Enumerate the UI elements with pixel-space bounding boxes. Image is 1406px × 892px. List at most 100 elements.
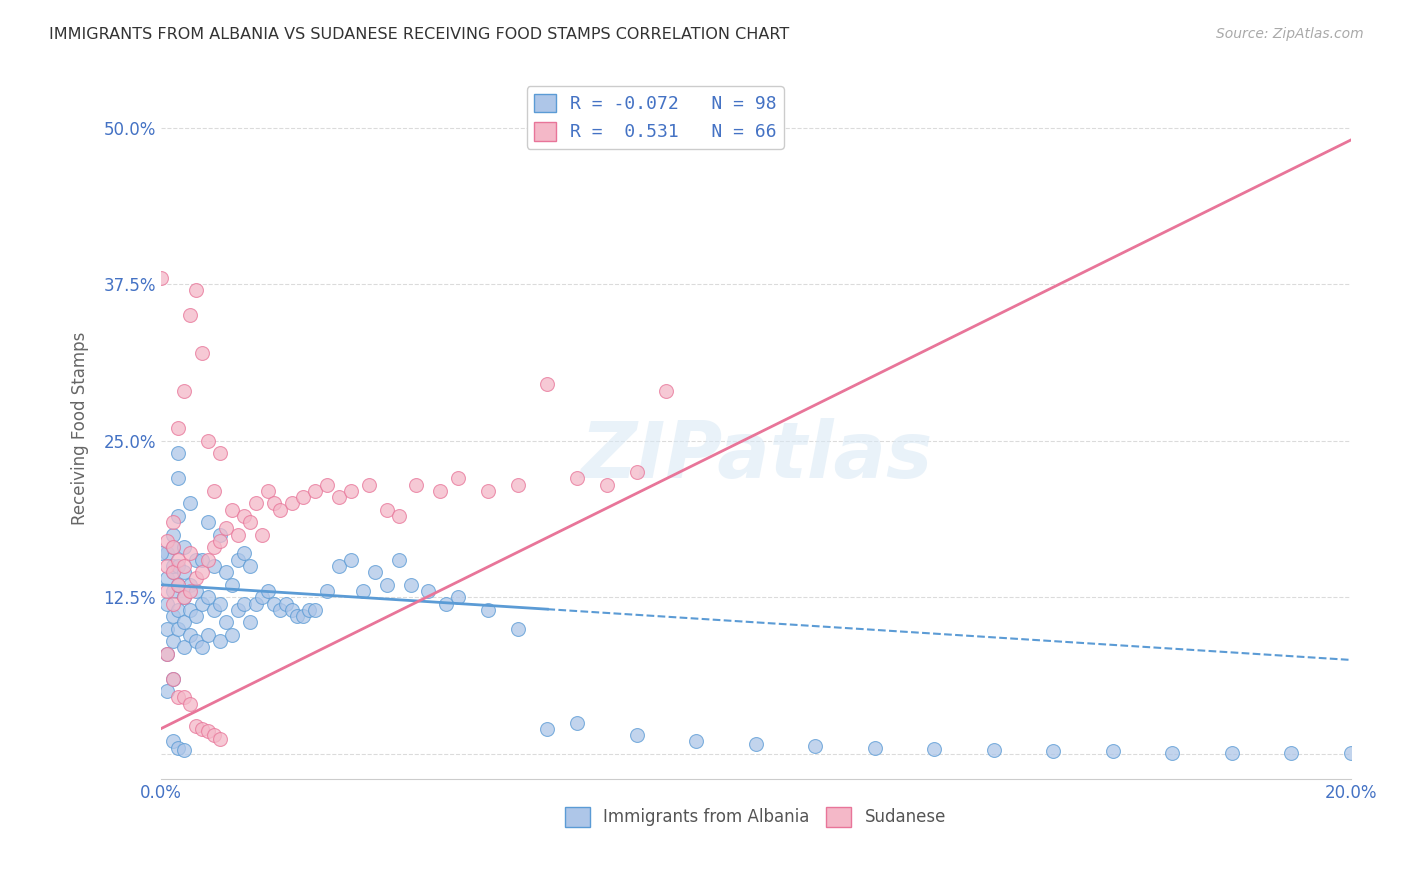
- Text: Source: ZipAtlas.com: Source: ZipAtlas.com: [1216, 27, 1364, 41]
- Point: [167, 421, 190, 435]
- Point: [162, 527, 184, 541]
- Point: [239, 515, 262, 529]
- Point: [186, 719, 208, 733]
- Point: [626, 728, 648, 742]
- Point: [280, 603, 302, 617]
- Point: [179, 603, 201, 617]
- Point: [477, 603, 499, 617]
- Point: [245, 496, 267, 510]
- Text: ZIPatlas: ZIPatlas: [579, 418, 932, 494]
- Point: [232, 597, 254, 611]
- Point: [197, 515, 219, 529]
- Point: [340, 483, 363, 498]
- Point: [167, 446, 190, 460]
- Point: [1042, 744, 1064, 758]
- Point: [388, 552, 411, 566]
- Point: [626, 465, 648, 479]
- Point: [1101, 744, 1123, 758]
- Point: [202, 558, 225, 573]
- Point: [155, 647, 177, 661]
- Point: [226, 527, 249, 541]
- Point: [149, 271, 172, 285]
- Point: [429, 483, 451, 498]
- Point: [256, 483, 278, 498]
- Point: [155, 622, 177, 636]
- Point: [202, 728, 225, 742]
- Point: [287, 609, 309, 624]
- Point: [191, 640, 214, 655]
- Point: [565, 715, 588, 730]
- Point: [186, 584, 208, 599]
- Point: [186, 552, 208, 566]
- Point: [186, 572, 208, 586]
- Point: [167, 578, 190, 592]
- Point: [477, 483, 499, 498]
- Point: [1279, 746, 1302, 760]
- Point: [186, 284, 208, 298]
- Point: [1161, 746, 1184, 760]
- Point: [263, 597, 285, 611]
- Point: [179, 309, 201, 323]
- Point: [215, 615, 238, 630]
- Y-axis label: Receiving Food Stamps: Receiving Food Stamps: [72, 332, 89, 524]
- Point: [292, 490, 315, 504]
- Point: [173, 566, 195, 580]
- Point: [202, 603, 225, 617]
- Point: [226, 603, 249, 617]
- Point: [173, 690, 195, 705]
- Point: [173, 640, 195, 655]
- Point: [226, 552, 249, 566]
- Point: [744, 737, 766, 751]
- Point: [352, 584, 374, 599]
- Point: [239, 558, 262, 573]
- Point: [922, 742, 945, 756]
- Point: [179, 496, 201, 510]
- Point: [155, 572, 177, 586]
- Point: [209, 533, 232, 548]
- Point: [162, 609, 184, 624]
- Point: [167, 558, 190, 573]
- Point: [167, 578, 190, 592]
- Point: [173, 743, 195, 757]
- Point: [162, 734, 184, 748]
- Point: [304, 483, 326, 498]
- Point: [209, 731, 232, 746]
- Point: [304, 603, 326, 617]
- Point: [155, 597, 177, 611]
- Point: [596, 477, 619, 491]
- Point: [179, 546, 201, 560]
- Point: [162, 634, 184, 648]
- Point: [1220, 746, 1243, 760]
- Point: [1340, 746, 1362, 760]
- Point: [274, 597, 297, 611]
- Point: [655, 384, 678, 398]
- Point: [209, 527, 232, 541]
- Point: [173, 384, 195, 398]
- Point: [434, 597, 457, 611]
- Point: [418, 584, 440, 599]
- Text: IMMIGRANTS FROM ALBANIA VS SUDANESE RECEIVING FOOD STAMPS CORRELATION CHART: IMMIGRANTS FROM ALBANIA VS SUDANESE RECE…: [49, 27, 789, 42]
- Point: [263, 496, 285, 510]
- Point: [316, 584, 339, 599]
- Point: [202, 540, 225, 554]
- Point: [256, 584, 278, 599]
- Point: [167, 690, 190, 705]
- Point: [269, 502, 291, 516]
- Point: [292, 609, 315, 624]
- Point: [173, 558, 195, 573]
- Point: [316, 477, 339, 491]
- Point: [162, 584, 184, 599]
- Point: [209, 597, 232, 611]
- Point: [191, 552, 214, 566]
- Point: [298, 603, 321, 617]
- Point: [173, 615, 195, 630]
- Point: [191, 566, 214, 580]
- Point: [209, 634, 232, 648]
- Point: [197, 724, 219, 739]
- Point: [191, 346, 214, 360]
- Point: [405, 477, 427, 491]
- Point: [191, 722, 214, 736]
- Point: [173, 591, 195, 605]
- Point: [155, 546, 177, 560]
- Point: [155, 558, 177, 573]
